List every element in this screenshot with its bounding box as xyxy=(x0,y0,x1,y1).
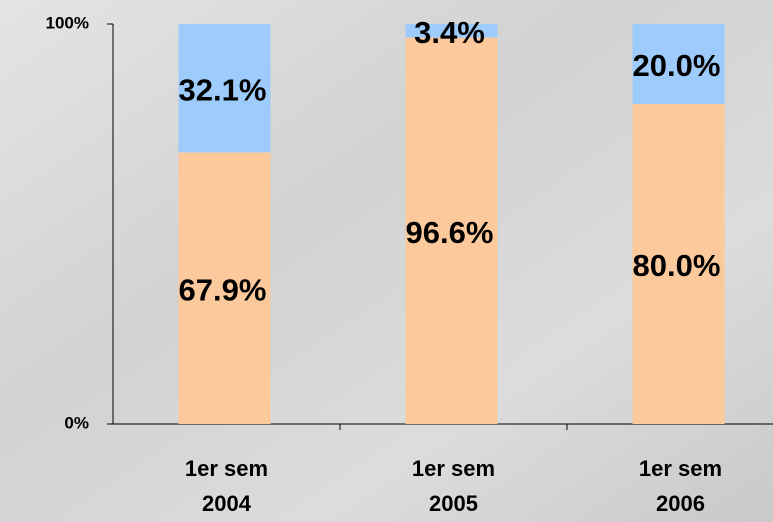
x-tick-label: 2005 xyxy=(429,491,478,516)
bar-segment xyxy=(632,104,725,424)
x-tick-label: 1er sem xyxy=(412,456,495,481)
value-label: 67.9% xyxy=(179,272,267,307)
bar-segment xyxy=(405,37,498,424)
value-label: 20.0% xyxy=(633,48,721,83)
bar-segment xyxy=(632,24,725,104)
value-label: 96.6% xyxy=(406,215,494,250)
value-label: 3.4% xyxy=(414,15,485,50)
x-tick-label: 1er sem xyxy=(185,456,268,481)
x-tick-label: 2004 xyxy=(202,491,252,516)
bar-segment xyxy=(178,24,271,153)
bar-segment xyxy=(178,152,271,424)
x-tick-label: 2006 xyxy=(656,491,705,516)
value-label: 80.0% xyxy=(633,248,721,283)
y-tick-label: 0% xyxy=(64,413,89,432)
bar-segment xyxy=(405,24,498,38)
value-label: 32.1% xyxy=(179,72,267,107)
y-tick-label: 100% xyxy=(46,13,89,32)
x-tick-label: 1er sem xyxy=(639,456,722,481)
